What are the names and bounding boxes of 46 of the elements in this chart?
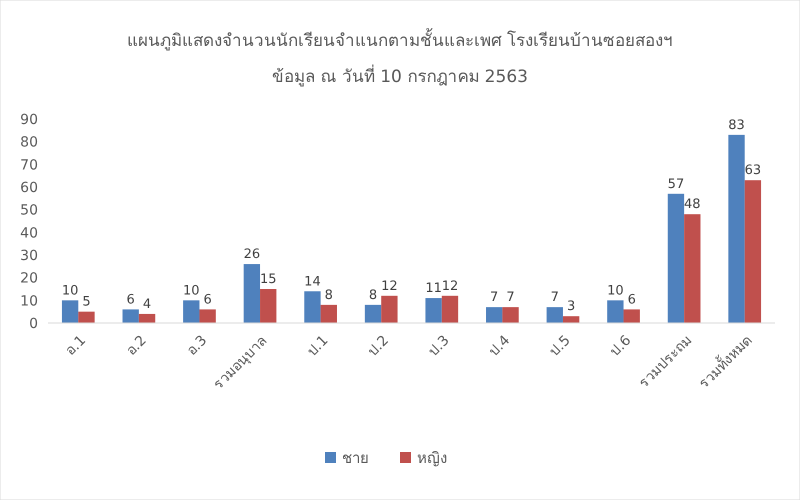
data-label: 26	[244, 247, 260, 262]
x-tick-label: ป.4	[486, 332, 514, 360]
legend-label: ชาย	[342, 449, 369, 467]
data-label: 5	[82, 294, 91, 310]
y-tick-label: 40	[20, 225, 38, 242]
data-label: 48	[684, 197, 701, 212]
data-label: 12	[442, 278, 458, 294]
data-label: 10	[62, 283, 78, 298]
x-tick-label: ป.6	[607, 332, 634, 360]
data-label: 15	[260, 272, 276, 287]
y-tick-label: 70	[20, 157, 38, 174]
data-label: 63	[744, 163, 762, 178]
x-tick-label: อ.1	[62, 332, 90, 359]
y-tick-label: 80	[20, 134, 38, 151]
data-label: 57	[668, 176, 684, 192]
x-tick-label: ป.2	[364, 332, 392, 360]
data-label: 8	[324, 288, 333, 303]
data-label: 11	[425, 281, 442, 296]
x-tick-label: อ.2	[123, 332, 150, 359]
x-tick-label: ป.5	[546, 332, 574, 360]
x-tick-label: ป.1	[304, 332, 332, 360]
data-label: 4	[142, 296, 152, 312]
data-label: 7	[490, 290, 498, 306]
subtitle: ข้อมูล ณ วันที่ 10 กรกฎาคม 2563	[272, 67, 528, 87]
data-label: 6	[126, 292, 135, 308]
legend-label: หญิง	[417, 449, 447, 467]
y-tick-label: 20	[20, 270, 38, 287]
data-label: 14	[304, 274, 321, 290]
data-label: 6	[203, 292, 212, 308]
data-label: 6	[628, 292, 636, 308]
data-label: 7	[550, 290, 559, 306]
y-tick-label: 50	[20, 202, 38, 219]
y-tick-label: 60	[20, 180, 38, 196]
data-label: 7	[506, 290, 515, 306]
x-tick-label: อ.3	[184, 332, 210, 359]
y-tick-label: 10	[20, 293, 38, 310]
x-tick-label: ป.3	[425, 332, 453, 360]
data-label: 10	[183, 283, 200, 298]
data-label: 10	[607, 283, 624, 298]
data-label: 12	[381, 278, 398, 294]
y-tick-label: 30	[20, 248, 38, 264]
data-label: 83	[728, 118, 745, 133]
data-label: 3	[566, 299, 576, 314]
y-tick-label: 0	[29, 316, 38, 332]
data-label: 8	[368, 288, 378, 303]
y-tick-label: 90	[20, 112, 38, 128]
